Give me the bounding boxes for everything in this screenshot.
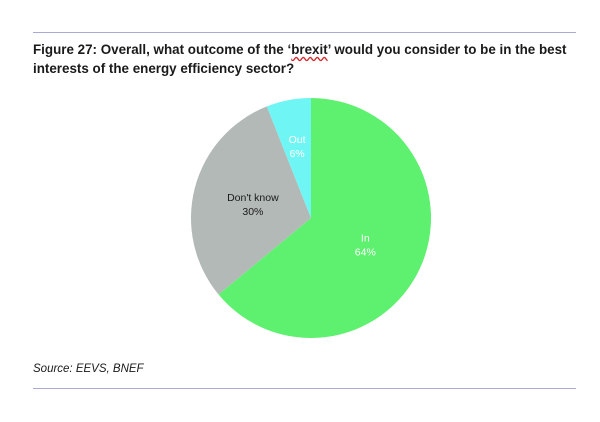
slice-name-in: In <box>361 233 370 245</box>
slice-value-don-t-know: 30% <box>242 206 263 218</box>
slice-value-out: 6% <box>289 148 304 160</box>
source-note: Source: EEVS, BNEF <box>33 363 144 375</box>
title-line1-suffix: ’ would you consider to be in the best <box>327 42 567 57</box>
figure-title: Figure 27: Overall, what outcome of the … <box>33 40 578 78</box>
slice-name-don-t-know: Don't know <box>227 192 279 204</box>
slice-value-in: 64% <box>355 247 376 259</box>
pie-slice-out <box>266 98 311 218</box>
top-rule <box>33 32 576 33</box>
title-keyword: brexit <box>291 42 328 57</box>
pie-slice-in <box>218 98 431 338</box>
slice-name-out: Out <box>289 134 306 146</box>
title-line2: interests of the energy efficiency secto… <box>33 61 295 76</box>
bottom-rule <box>33 388 576 389</box>
pie-slice-don-t-know <box>191 106 311 295</box>
title-prefix: Figure 27: Overall, what outcome of the … <box>33 42 292 57</box>
